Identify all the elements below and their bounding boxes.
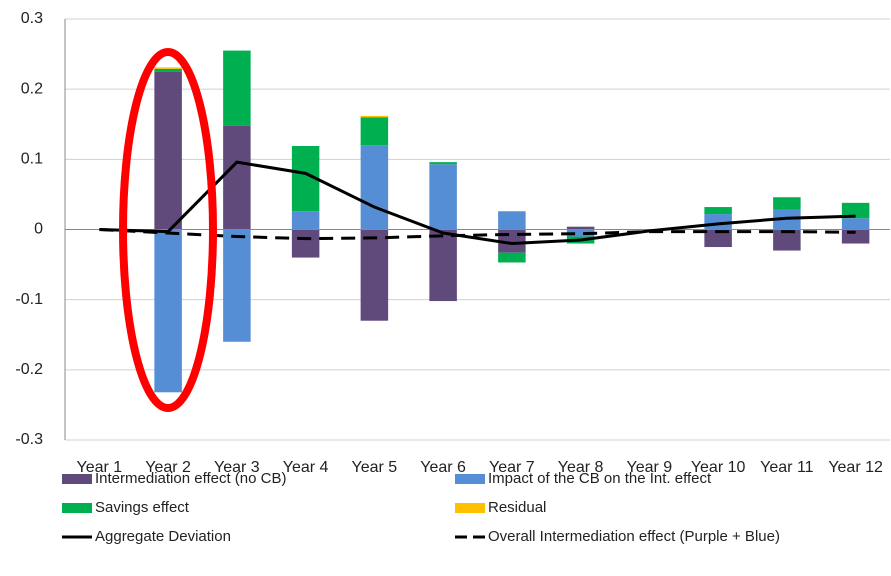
bar-segment	[154, 229, 182, 393]
bar-segment	[360, 115, 389, 118]
bar-segment	[429, 162, 457, 165]
x-tick-label: Year 9	[627, 459, 673, 476]
bar-segment	[566, 226, 595, 230]
legend-label: Overall Intermediation effect (Purple + …	[488, 528, 780, 545]
x-tick-label: Year 5	[352, 459, 398, 476]
x-tick-label: Year 6	[420, 459, 466, 476]
bar-segment	[429, 164, 457, 230]
bar-segment	[773, 197, 801, 210]
y-tick-label: 0.1	[21, 151, 43, 168]
x-tick-label: Year 3	[214, 459, 260, 476]
bar-segment	[841, 218, 870, 230]
bar-segment	[223, 50, 251, 126]
x-tick-label: Year 8	[558, 459, 604, 476]
bar-segment	[498, 211, 526, 230]
legend-swatch	[62, 474, 92, 484]
bar-segment	[154, 68, 182, 72]
y-tick-label: 0	[34, 221, 43, 238]
x-tick-label: Year 2	[145, 459, 191, 476]
bar-segment	[154, 67, 182, 69]
y-tick-label: -0.2	[15, 361, 43, 378]
bar-segment	[429, 229, 457, 302]
legend-swatch	[455, 503, 485, 513]
x-tick-label: Year 12	[828, 459, 883, 476]
legend-swatch	[455, 474, 485, 484]
bar-segment	[841, 202, 870, 219]
x-tick-label: Year 10	[691, 459, 746, 476]
bar-segment	[291, 229, 320, 258]
bar-segment	[154, 71, 182, 230]
legend-label: Impact of the CB on the Int. effect	[488, 470, 712, 487]
legend-label: Residual	[488, 499, 546, 516]
bar-segment	[704, 229, 732, 248]
legend-label: Intermediation effect (no CB)	[95, 470, 286, 487]
x-tick-label: Year 4	[283, 459, 329, 476]
bar-segment	[223, 125, 251, 230]
y-tick-label: -0.1	[15, 291, 43, 308]
legend-label: Aggregate Deviation	[95, 528, 231, 545]
x-tick-label: Year 7	[489, 459, 535, 476]
bar-segment	[223, 229, 251, 342]
bar-segment	[773, 229, 801, 251]
highlight-ellipse	[119, 48, 217, 412]
line-series	[99, 160, 856, 246]
line-series	[99, 228, 856, 241]
y-tick-label: 0.2	[21, 80, 43, 97]
bar-segment	[360, 117, 389, 146]
bar-segment	[704, 207, 732, 215]
legend-label: Savings effect	[95, 499, 190, 516]
legend-swatch	[62, 503, 92, 513]
y-tick-label: -0.3	[15, 431, 43, 448]
y-tick-label: 0.3	[21, 10, 43, 27]
bar-segment	[566, 229, 595, 237]
bar-segment	[291, 211, 320, 230]
bar-segment	[360, 229, 389, 321]
x-tick-label: Year 11	[760, 459, 813, 476]
bar-segment	[360, 145, 389, 230]
bar-segment	[498, 252, 526, 263]
x-tick-label: Year 1	[77, 459, 123, 476]
